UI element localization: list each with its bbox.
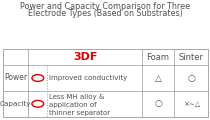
Text: Capacity: Capacity <box>0 101 31 107</box>
Text: Foam: Foam <box>147 53 169 61</box>
Text: △: △ <box>155 73 161 83</box>
Text: Improved conductivity: Improved conductivity <box>49 75 127 81</box>
Text: Power and Capacity Comparison for Three: Power and Capacity Comparison for Three <box>20 2 190 11</box>
Bar <box>3 49 208 117</box>
Text: ○: ○ <box>154 99 162 108</box>
Text: ○: ○ <box>187 73 195 83</box>
Text: Less MH alloy &
application of
thinner separator: Less MH alloy & application of thinner s… <box>49 94 110 116</box>
Text: Electrode Types (Based on Substrates): Electrode Types (Based on Substrates) <box>28 9 182 18</box>
Text: Power: Power <box>4 73 27 83</box>
Text: 3DF: 3DF <box>73 52 97 62</box>
Text: Sinter: Sinter <box>178 53 204 61</box>
Text: ×∼△: ×∼△ <box>182 101 200 107</box>
